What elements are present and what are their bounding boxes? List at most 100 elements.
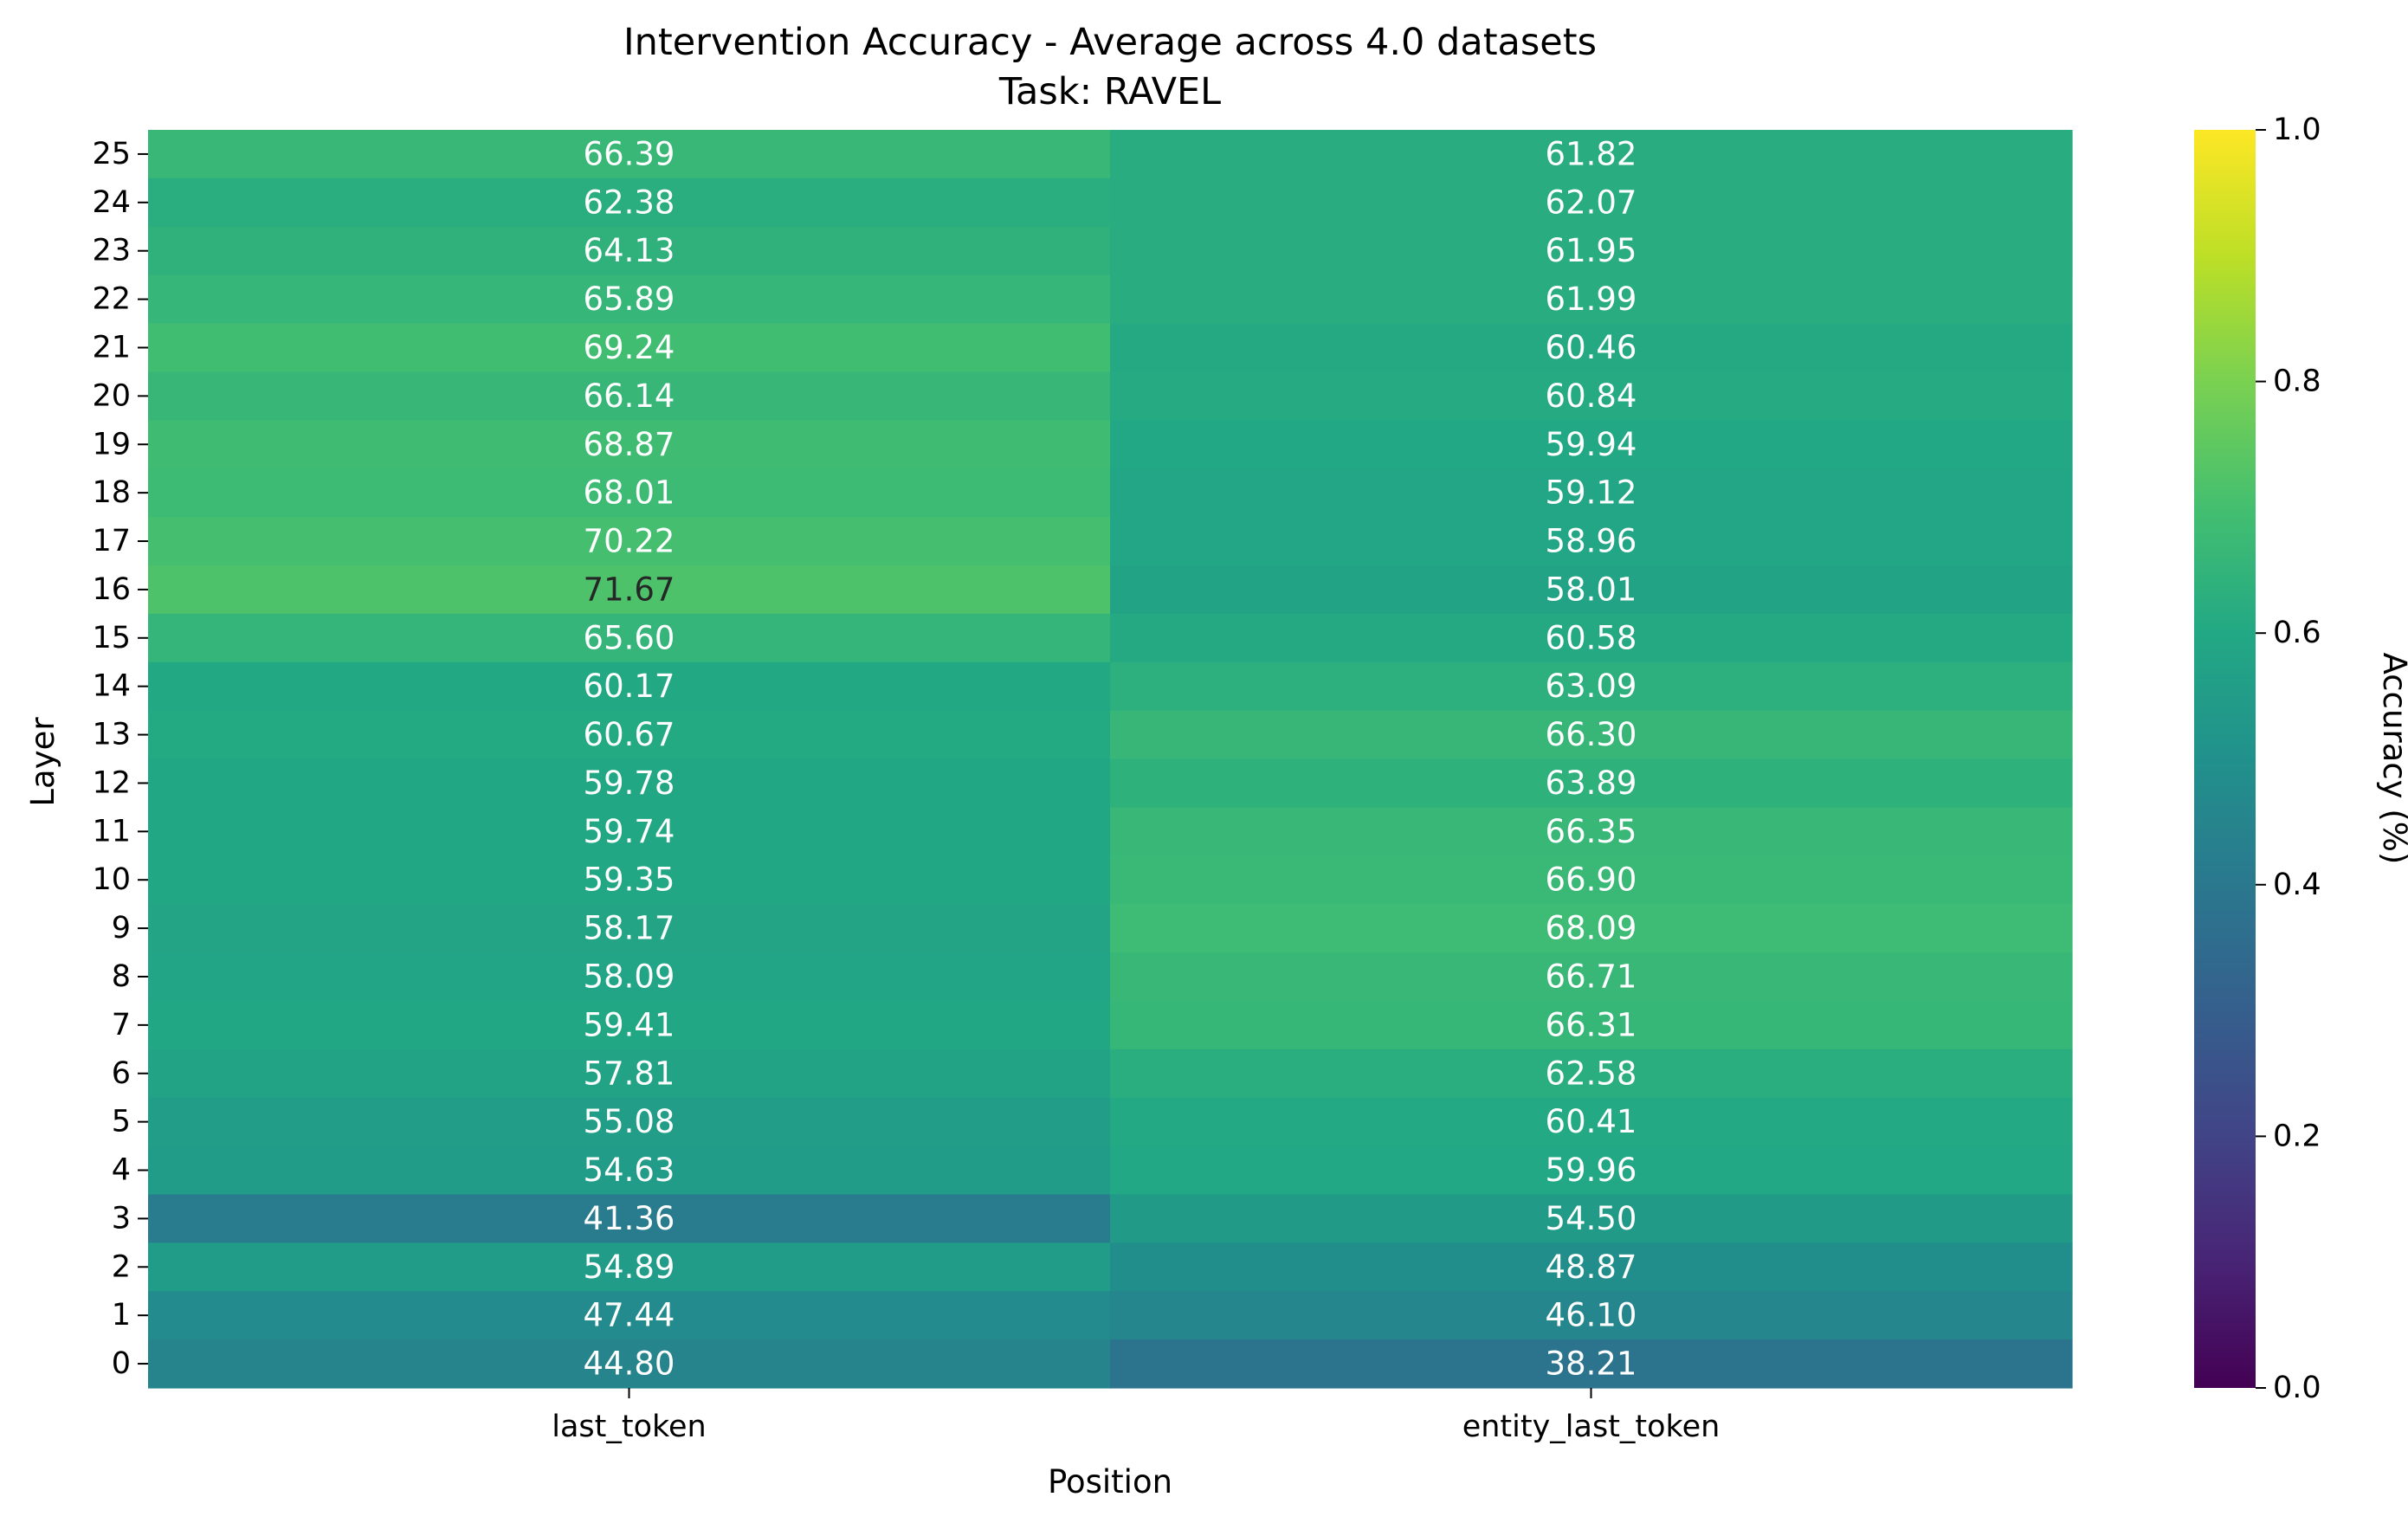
cell-value-label: 61.95 xyxy=(1546,232,1637,269)
y-tick-label: 19 xyxy=(92,427,131,461)
heatmap-cell xyxy=(148,710,1111,760)
cell-value-label: 60.84 xyxy=(1546,378,1637,415)
heatmap-cell xyxy=(1110,952,2073,1002)
heatmap-cell xyxy=(1110,1145,2073,1196)
heatmap-cell xyxy=(148,855,1111,905)
heatmap-cell xyxy=(148,807,1111,856)
heatmap-cell xyxy=(148,1049,1111,1099)
heatmap-cell xyxy=(1110,468,2073,518)
y-tick-label: 21 xyxy=(92,330,131,365)
cell-value-label: 65.89 xyxy=(584,281,675,318)
y-tick-label: 23 xyxy=(92,234,131,268)
heatmap-cell xyxy=(1110,130,2073,179)
heatmap-cell xyxy=(1110,661,2073,712)
cell-value-label: 41.36 xyxy=(584,1200,675,1237)
heatmap-cell xyxy=(148,952,1111,1002)
heatmap-cells xyxy=(148,130,2073,1389)
heatmap-cell xyxy=(1110,565,2073,615)
cell-value-label: 46.10 xyxy=(1546,1297,1637,1334)
heatmap-cell xyxy=(1110,420,2073,469)
heatmap-cell xyxy=(148,177,1111,228)
y-tick-label: 15 xyxy=(92,621,131,655)
cell-value-label: 61.82 xyxy=(1546,135,1637,172)
cell-value-label: 60.67 xyxy=(584,716,675,753)
heatmap-cell xyxy=(148,661,1111,712)
colorbar-tick-label: 0.6 xyxy=(2273,616,2321,650)
heatmap-cell xyxy=(1110,226,2073,276)
y-tick-label: 14 xyxy=(92,669,131,704)
y-tick-label: 18 xyxy=(92,475,131,510)
y-axis-ticks: 2524232221201918171615141312111098765432… xyxy=(92,137,148,1381)
heatmap-cell xyxy=(1110,855,2073,905)
heatmap-cell xyxy=(148,1000,1111,1050)
cell-value-label: 66.31 xyxy=(1546,1006,1637,1043)
heatmap-cell xyxy=(148,1242,1111,1292)
colorbar-tick-label: 0.8 xyxy=(2273,365,2321,399)
x-tick-label: entity_last_token xyxy=(1462,1410,1720,1444)
x-axis-label: Position xyxy=(1048,1463,1172,1500)
heatmap-cell xyxy=(148,1291,1111,1340)
y-tick-label: 20 xyxy=(92,378,131,413)
y-tick-label: 3 xyxy=(112,1201,131,1236)
cell-value-label: 71.67 xyxy=(584,571,675,608)
y-tick-label: 9 xyxy=(112,911,131,945)
cell-value-label: 61.99 xyxy=(1546,281,1637,318)
y-tick-label: 22 xyxy=(92,282,131,317)
cell-value-label: 44.80 xyxy=(584,1346,675,1383)
heatmap-cell xyxy=(1110,1194,2073,1243)
cell-value-label: 48.87 xyxy=(1546,1249,1637,1286)
heatmap-cell xyxy=(1110,1000,2073,1050)
heatmap-cell xyxy=(148,226,1111,276)
y-tick-label: 25 xyxy=(92,137,131,171)
cell-value-label: 60.17 xyxy=(584,668,675,705)
cell-value-label: 66.39 xyxy=(584,135,675,172)
heatmap-cell-labels: 66.39 61.82 62.38 62.07 64.13 61.95 65.89 61.99… xyxy=(584,135,1637,1382)
colorbar-tick-label: 0.4 xyxy=(2273,868,2321,902)
y-tick-label: 17 xyxy=(92,524,131,558)
cell-value-label: 58.96 xyxy=(1546,523,1637,560)
y-tick-label: 24 xyxy=(92,185,131,220)
heatmap-cell xyxy=(148,1097,1111,1147)
cell-value-label: 59.74 xyxy=(584,813,675,850)
cell-value-label: 47.44 xyxy=(584,1297,675,1334)
cell-value-label: 66.71 xyxy=(1546,958,1637,995)
cell-value-label: 54.63 xyxy=(584,1152,675,1189)
cell-value-label: 62.07 xyxy=(1546,184,1637,221)
chart-title: Intervention Accuracy - Average across 4… xyxy=(623,21,1597,64)
colorbar xyxy=(2194,130,2256,1388)
y-tick-label: 4 xyxy=(112,1153,131,1188)
cell-value-label: 68.01 xyxy=(584,474,675,512)
heatmap-cell xyxy=(1110,807,2073,856)
heatmap-cell xyxy=(1110,1242,2073,1292)
cell-value-label: 54.89 xyxy=(584,1249,675,1286)
y-tick-label: 12 xyxy=(92,765,131,800)
colorbar-ticks: 0.0 0.2 0.4 0.6 0.8 1.0 xyxy=(2256,113,2321,1405)
heatmap-cell xyxy=(148,323,1111,373)
heatmap-cell xyxy=(148,371,1111,421)
cell-value-label: 38.21 xyxy=(1546,1346,1637,1383)
heatmap-cell xyxy=(1110,904,2073,953)
x-tick-label: last_token xyxy=(552,1410,707,1444)
y-tick-label: 11 xyxy=(92,814,131,849)
cell-value-label: 59.12 xyxy=(1546,474,1637,512)
heatmap-cell xyxy=(148,904,1111,953)
heatmap-cell xyxy=(148,1194,1111,1243)
colorbar-tick-label: 1.0 xyxy=(2273,113,2321,147)
y-tick-label: 7 xyxy=(112,1008,131,1042)
y-tick-label: 1 xyxy=(112,1298,131,1333)
cell-value-label: 59.35 xyxy=(584,862,675,899)
heatmap-cell xyxy=(148,468,1111,518)
cell-value-label: 69.24 xyxy=(584,329,675,366)
cell-value-label: 58.09 xyxy=(584,958,675,995)
cell-value-label: 58.17 xyxy=(584,910,675,947)
y-tick-label: 6 xyxy=(112,1056,131,1091)
cell-value-label: 59.96 xyxy=(1546,1152,1637,1189)
heatmap-cell xyxy=(1110,517,2073,566)
heatmap-cell xyxy=(148,420,1111,469)
cell-value-label: 62.38 xyxy=(584,184,675,221)
heatmap-cell xyxy=(148,758,1111,808)
cell-value-label: 66.35 xyxy=(1546,813,1637,850)
cell-value-label: 66.90 xyxy=(1546,862,1637,899)
cell-value-label: 57.81 xyxy=(584,1055,675,1092)
